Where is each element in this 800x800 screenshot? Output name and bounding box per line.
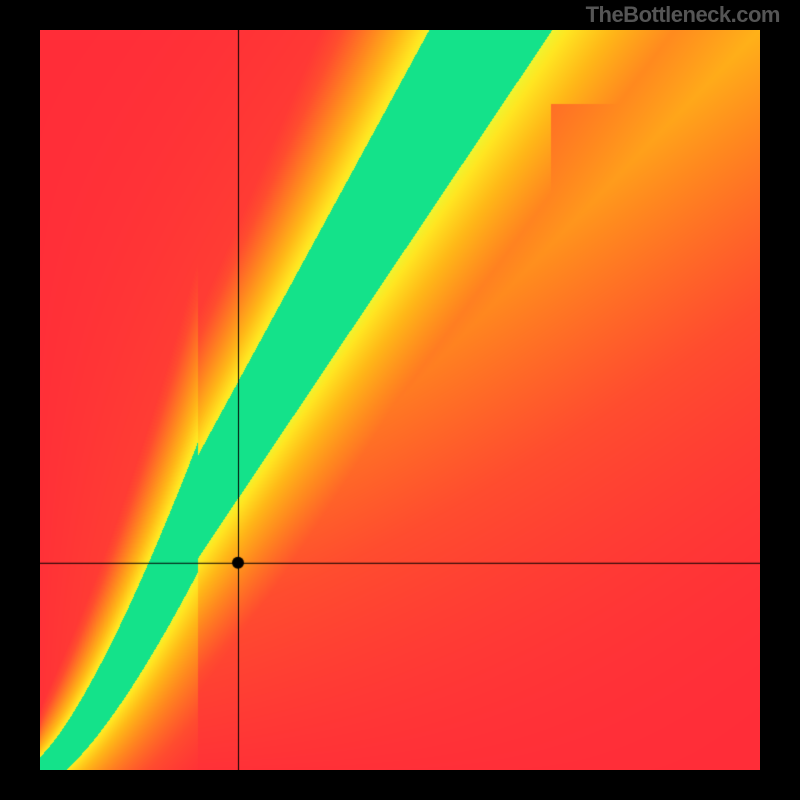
heatmap-plot — [40, 30, 760, 770]
attribution-text: TheBottleneck.com — [586, 2, 780, 28]
chart-container: TheBottleneck.com — [0, 0, 800, 800]
heatmap-canvas — [40, 30, 760, 770]
